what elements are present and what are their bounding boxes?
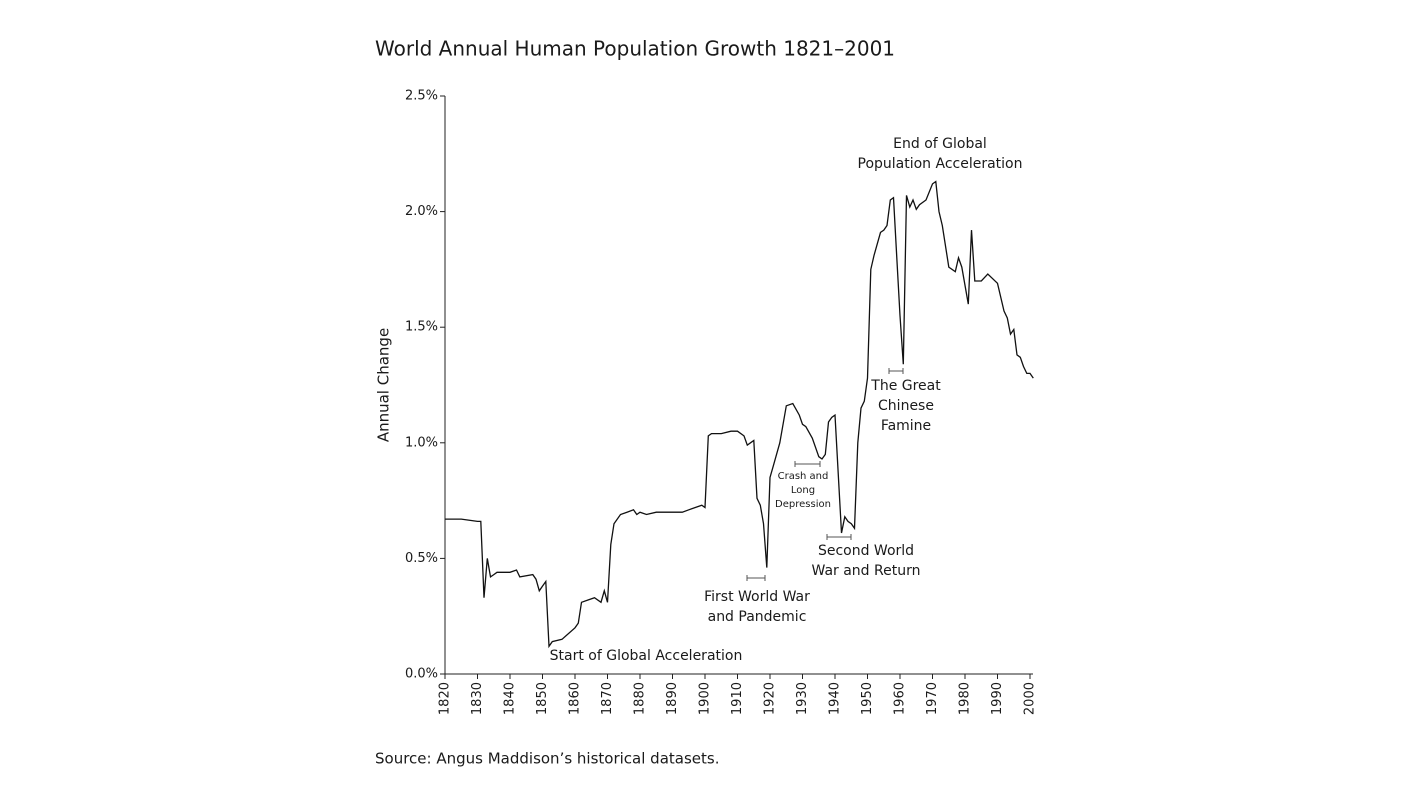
- annotation: Chinese: [878, 398, 934, 414]
- annotation: Famine: [881, 418, 931, 434]
- source: Source: Angus Maddison’s historical data…: [375, 750, 719, 768]
- x-tick-label: 1990: [990, 682, 1005, 715]
- annotation: Depression: [775, 499, 831, 510]
- annotation: and Pandemic: [708, 609, 807, 625]
- y-tick-label: 1.5%: [405, 320, 438, 335]
- annotation: Start of Global Acceleration: [550, 648, 743, 664]
- x-tick-label: 1890: [665, 682, 680, 715]
- annotation: Population Acceleration: [858, 156, 1023, 172]
- x-tick-label: 1910: [730, 682, 745, 715]
- annotation: The Great: [870, 378, 941, 394]
- annotation: First World War: [704, 589, 810, 605]
- y-tick-label: 0.5%: [405, 551, 438, 566]
- x-tick-label: 1830: [470, 682, 485, 715]
- annotation: Crash and: [778, 471, 829, 482]
- x-tick-label: 1850: [535, 682, 550, 715]
- x-tick-label: 1930: [795, 682, 810, 715]
- x-tick-label: 1860: [568, 682, 583, 715]
- x-tick-label: 1920: [763, 682, 778, 715]
- x-tick-label: 1970: [925, 682, 940, 715]
- annotation: War and Return: [812, 563, 921, 579]
- annotation: Long: [791, 485, 815, 496]
- y-axis-label: Annual Change: [375, 328, 393, 442]
- x-tick-label: 1900: [698, 682, 713, 715]
- x-tick-label: 2000: [1023, 682, 1038, 715]
- y-tick-label: 0.0%: [405, 667, 438, 682]
- bracket: [826, 534, 852, 540]
- x-tick-label: 1950: [860, 682, 875, 715]
- y-tick-label: 1.0%: [405, 435, 438, 450]
- annotation: Second World: [818, 543, 914, 559]
- x-tick-label: 1820: [438, 682, 453, 715]
- y-tick-label: 2.5%: [405, 89, 438, 104]
- bracket: [746, 575, 766, 581]
- bracket: [794, 461, 821, 467]
- x-tick-label: 1880: [633, 682, 648, 715]
- chart-title: World Annual Human Population Growth 182…: [375, 37, 895, 61]
- x-tick-label: 1980: [958, 682, 973, 715]
- data-line: [445, 180, 1034, 649]
- x-tick-label: 1870: [600, 682, 615, 715]
- x-tick-label: 1840: [503, 682, 518, 715]
- annotation: End of Global: [893, 136, 987, 152]
- x-tick-label: 1940: [828, 682, 843, 715]
- x-tick-label: 1960: [893, 682, 908, 715]
- y-tick-label: 2.0%: [405, 204, 438, 219]
- bracket: [888, 368, 904, 374]
- brackets: [746, 368, 904, 581]
